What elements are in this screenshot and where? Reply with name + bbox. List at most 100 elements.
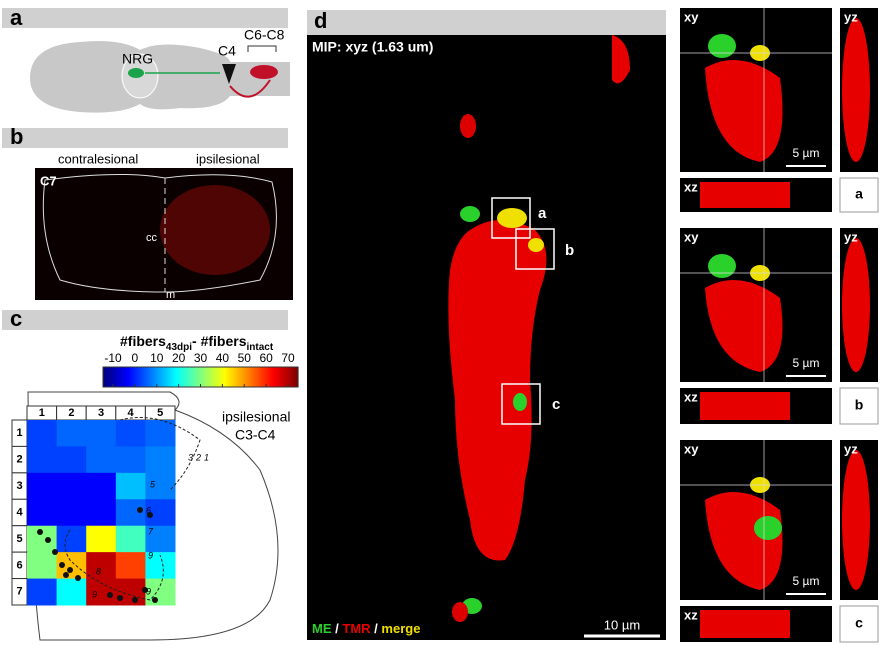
- scale-label: 5 µm: [793, 574, 820, 588]
- svg-text:6: 6: [146, 505, 151, 515]
- row-label: 6: [16, 559, 22, 571]
- heatmap-cell: [86, 446, 116, 473]
- box-label: c: [552, 396, 560, 413]
- heatmap-cell: [27, 420, 57, 447]
- colorbar-tick-label: 20: [172, 351, 186, 365]
- scale-label: 5 µm: [793, 356, 820, 370]
- plane-label: xz: [684, 389, 698, 404]
- colorbar-tick-label: 10: [150, 351, 164, 365]
- plane-label: xy: [684, 9, 699, 24]
- heatmap-cell: [57, 499, 87, 526]
- heatmap-cell: [86, 420, 116, 447]
- row-label: 2: [16, 454, 22, 466]
- column-label: 1: [39, 407, 45, 419]
- row-label: 7: [16, 586, 22, 598]
- label: contralesional: [58, 151, 138, 166]
- heatmap-cell: [57, 579, 87, 606]
- heatmap-cell: [57, 420, 87, 447]
- plane-label: xz: [684, 179, 698, 194]
- svg-text:9: 9: [92, 589, 97, 599]
- header-bar: [2, 128, 288, 148]
- plane-label: xz: [684, 607, 698, 622]
- panel-letter: c: [10, 306, 22, 331]
- svg-text:9: 9: [148, 550, 153, 560]
- heatmap-cell: [86, 473, 116, 500]
- heatmap-cell: [86, 526, 116, 553]
- heatmap-cell: [27, 526, 57, 553]
- svg-text:8: 8: [96, 566, 101, 576]
- heatmap-cell: [27, 473, 57, 500]
- scale-label: 10 µm: [604, 617, 640, 632]
- heatmap-cell: [27, 499, 57, 526]
- caption: MIP: xyz (1.63 um): [312, 39, 433, 55]
- panel-letter: a: [10, 5, 23, 30]
- svg-text:3: 3: [188, 452, 193, 462]
- label-density: [160, 185, 270, 275]
- colorbar-tick-label: 30: [194, 351, 208, 365]
- cell: [700, 392, 790, 420]
- brain-diagram: [30, 41, 290, 113]
- colorbar-tick-label: 40: [216, 351, 230, 365]
- inset-letter: b: [855, 397, 864, 413]
- box-label: a: [538, 205, 547, 222]
- heatmap-cell: [116, 552, 146, 579]
- heatmap-cell: [145, 446, 175, 473]
- panel-letter: d: [314, 8, 327, 33]
- cell: [700, 182, 790, 208]
- heatmap-cell: [145, 420, 175, 447]
- header-bar: [2, 8, 288, 28]
- heatmap-cell: [116, 526, 146, 553]
- heatmap-cell: [57, 526, 87, 553]
- svg-text:1: 1: [204, 452, 209, 462]
- panel-letter: b: [10, 124, 23, 149]
- label: C3-C4: [235, 427, 276, 443]
- header-bar: [2, 310, 288, 330]
- svg-text:2: 2: [195, 452, 201, 462]
- channel-legend: ME / TMR / merge: [312, 621, 420, 636]
- colorbar-tick-label: 0: [132, 351, 139, 365]
- heatmap-cell: [116, 473, 146, 500]
- column-label: 4: [128, 407, 135, 419]
- label: m: [166, 289, 175, 301]
- colorbar-tick-label: 60: [259, 351, 273, 365]
- column-label: 3: [98, 407, 104, 419]
- plane-label: xy: [684, 229, 699, 244]
- row-label: 4: [16, 506, 23, 518]
- box-label: b: [565, 242, 574, 259]
- label: C7: [40, 173, 57, 188]
- plane-label: yz: [844, 441, 858, 456]
- cell: [842, 238, 870, 372]
- heatmap-cell: [57, 446, 87, 473]
- cell: [700, 610, 790, 638]
- colorbar-label: #fibers43dpi- #fibersintact: [120, 333, 274, 353]
- inset-letter: a: [855, 186, 863, 202]
- colorbar-tick-label: 50: [238, 351, 252, 365]
- cell: [842, 18, 870, 162]
- label: C6-C8: [244, 27, 285, 43]
- cell: [842, 450, 870, 590]
- heatmap-cell: [27, 579, 57, 606]
- svg-text:9: 9: [146, 586, 151, 596]
- colorbar-tick-label: -10: [104, 351, 122, 365]
- heatmap-cell: [57, 473, 87, 500]
- me-label: [754, 516, 782, 540]
- plane-label: xy: [684, 441, 699, 456]
- me-label: [708, 254, 736, 278]
- me-label: [708, 34, 736, 58]
- heatmap-cell: [27, 446, 57, 473]
- heatmap-cell: [86, 499, 116, 526]
- heatmap-cell: [27, 552, 57, 579]
- plane-label: yz: [844, 229, 858, 244]
- heatmap-cell: [86, 552, 116, 579]
- row-label: 1: [16, 427, 22, 439]
- column-label: 5: [157, 407, 163, 419]
- row-label: 3: [16, 480, 22, 492]
- heatmap-cell: [116, 420, 146, 447]
- colorbar-tick-label: 70: [281, 351, 295, 365]
- row-label: 5: [16, 533, 22, 545]
- plane-label: yz: [844, 9, 858, 24]
- heatmap-cell: [116, 446, 146, 473]
- label: cc: [146, 232, 158, 244]
- label: ipsilesional: [196, 151, 260, 166]
- scale-label: 5 µm: [793, 146, 820, 160]
